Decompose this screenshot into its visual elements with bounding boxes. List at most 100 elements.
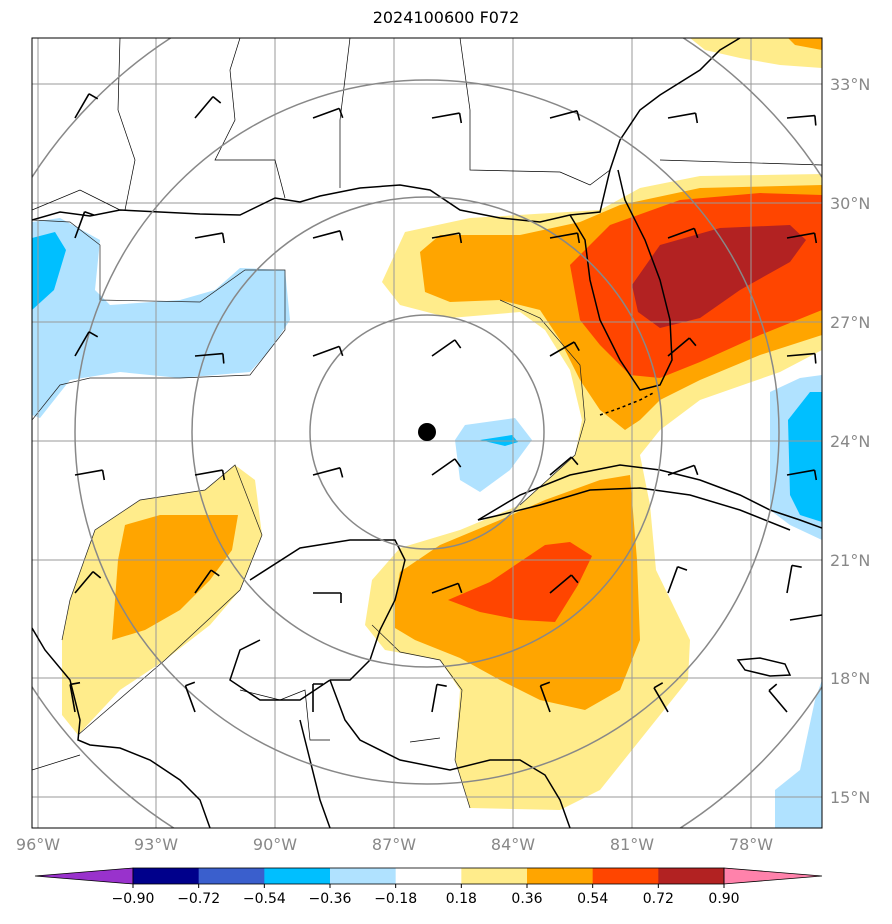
wind-barb xyxy=(184,681,196,713)
lat-label: 27°N xyxy=(830,313,870,332)
lon-label: 81°W xyxy=(610,835,654,854)
wind-barb xyxy=(431,458,462,476)
contour-fill-0.72 xyxy=(632,225,806,328)
map-content xyxy=(32,38,822,828)
colorbar-tick-label: 0.36 xyxy=(511,891,542,907)
wind-barb xyxy=(549,341,580,357)
colorbar-tick-label: −0.72 xyxy=(177,891,220,907)
lon-label: 84°W xyxy=(491,835,535,854)
colorbar-extend-max xyxy=(723,867,823,885)
wind-barb xyxy=(74,469,106,481)
colorbar-segment xyxy=(395,868,462,884)
wind-barb xyxy=(431,112,463,124)
wind-barb xyxy=(74,210,95,239)
lon-label: 93°W xyxy=(134,835,178,854)
wind-barb xyxy=(194,232,226,244)
wind-barb xyxy=(312,230,344,241)
colorbar-segment xyxy=(198,868,265,884)
contour-fill-0.36-d xyxy=(788,38,822,50)
wind-barb xyxy=(74,570,102,594)
coastlines xyxy=(32,38,822,828)
wind-barb xyxy=(549,456,579,476)
colorbar-segment xyxy=(461,868,528,884)
wind-barb xyxy=(667,227,699,239)
wind-barb xyxy=(667,112,699,124)
colorbar-frame xyxy=(132,867,725,885)
wind-barb xyxy=(786,114,817,126)
wind-barb xyxy=(194,469,226,481)
wind-barb xyxy=(431,232,463,244)
colorbar-tick-label: 0.72 xyxy=(643,891,674,907)
wind-barb xyxy=(431,683,447,713)
contour-fill-neg-0.36-a xyxy=(32,232,66,310)
borders xyxy=(32,38,822,771)
colorbar-segment xyxy=(330,868,397,884)
wind-barb xyxy=(74,331,99,357)
wind-barb xyxy=(549,110,581,121)
lat-label: 30°N xyxy=(830,194,870,213)
colorbar-tick-label: 0.90 xyxy=(708,891,739,907)
wind-barb xyxy=(431,339,462,357)
lat-label: 33°N xyxy=(830,75,870,94)
contour-fill-0.18-d xyxy=(690,38,822,68)
graticule xyxy=(32,38,822,828)
wind-barb xyxy=(312,467,344,478)
colorbar-tick-label: −0.18 xyxy=(374,891,417,907)
wind-barb xyxy=(768,683,788,713)
wind-barb xyxy=(786,469,818,481)
map-frame xyxy=(31,37,823,829)
contour-fill-neg-0.18-a xyxy=(32,218,290,418)
colorbar-segment xyxy=(658,868,725,884)
lon-label: 90°W xyxy=(253,835,297,854)
lat-label: 24°N xyxy=(830,432,870,451)
lon-label: 96°W xyxy=(16,835,60,854)
range-rings xyxy=(32,38,822,828)
lon-label: 78°W xyxy=(729,835,773,854)
storm-center-marker xyxy=(418,423,436,441)
wind-barb xyxy=(786,232,818,244)
wind-barb xyxy=(194,95,222,119)
wind-barb xyxy=(431,582,463,594)
wind-barb xyxy=(313,592,342,603)
wind-barb xyxy=(667,337,697,357)
wind-barb xyxy=(653,682,669,713)
colorbar-segment xyxy=(527,868,594,884)
contour-lines xyxy=(32,219,586,809)
longitude-labels: 96°W 93°W 90°W 87°W 84°W 81°W 78°W xyxy=(16,835,773,854)
wind-barb xyxy=(539,681,551,713)
colorbar-tick-label: −0.90 xyxy=(112,891,155,907)
wind-barb xyxy=(312,107,344,119)
wind-barb xyxy=(312,345,344,357)
lon-label: 87°W xyxy=(372,835,416,854)
wind-barb xyxy=(667,565,688,594)
colorbar-segment xyxy=(592,868,659,884)
wind-barb xyxy=(549,574,579,594)
contour-fills xyxy=(32,38,822,828)
wind-barbs xyxy=(69,93,818,713)
colorbar-tick-label: −0.36 xyxy=(309,891,352,907)
wind-barb xyxy=(194,352,225,364)
wind-barb xyxy=(786,564,802,594)
lat-label: 18°N xyxy=(830,669,870,688)
colorbar-extend-min xyxy=(34,867,134,885)
colorbar-segment xyxy=(264,868,331,884)
wind-barb xyxy=(69,681,81,713)
contour-fill-0.54-b xyxy=(448,542,592,622)
contour-fill-neg-0.18-d xyxy=(775,680,822,828)
wind-barb xyxy=(312,683,323,712)
wind-barb xyxy=(74,93,99,119)
wind-barb xyxy=(194,569,220,594)
colorbar: −0.90 −0.72 −0.54 −0.36 −0.18 0.18 0.36 0.54 0.7… xyxy=(34,867,823,907)
latitude-labels: 33°N 30°N 27°N 24°N 21°N 18°N 15°N xyxy=(830,75,870,807)
map-title: 2024100600 F072 xyxy=(372,8,520,27)
contour-fill-neg-0.36-c xyxy=(788,392,822,522)
wind-barb xyxy=(667,464,699,476)
lat-label: 21°N xyxy=(830,551,870,570)
colorbar-tick-label: −0.54 xyxy=(243,891,286,907)
wind-barb xyxy=(549,232,581,244)
colorbar-tick-label: 0.18 xyxy=(446,891,477,907)
colorbar-tick-label: 0.54 xyxy=(577,891,608,907)
colorbar-segment xyxy=(133,868,200,884)
wind-barb xyxy=(786,352,817,364)
